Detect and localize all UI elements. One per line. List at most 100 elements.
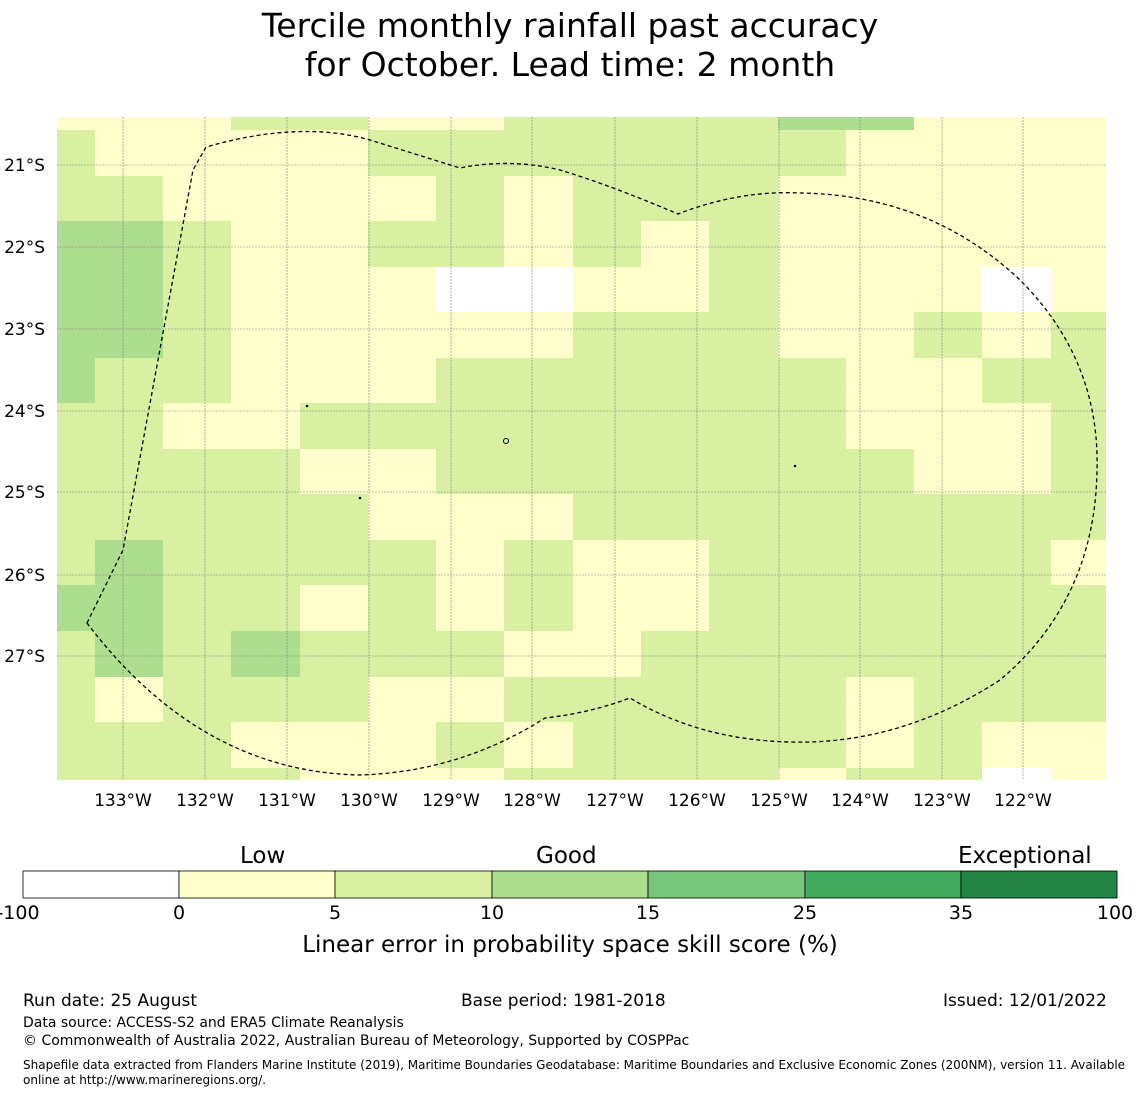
grid-cell [641, 312, 709, 358]
grid-cell [846, 403, 914, 449]
grid-cell [1051, 494, 1106, 540]
grid-cell [573, 722, 641, 768]
grid-cell [300, 631, 368, 677]
grid-cell [163, 221, 231, 267]
grid-cell [95, 768, 163, 780]
grid-cell [641, 267, 709, 312]
grid-cell [57, 130, 95, 176]
grid-cell [163, 403, 231, 449]
grid-cell [504, 130, 573, 176]
grid-cell [709, 677, 778, 722]
grid-cell [57, 312, 95, 358]
shapefile-credit: Shapefile data extracted from Flanders M… [23, 1058, 1126, 1087]
grid-cell [368, 312, 436, 358]
grid-cell [436, 631, 504, 677]
grid-cell [57, 358, 95, 403]
lon-label: 128°W [503, 791, 561, 811]
grid-cell [778, 631, 846, 677]
grid-cell [504, 312, 573, 358]
grid-cell [368, 358, 436, 403]
grid-cell [57, 267, 95, 312]
grid-cell [573, 176, 641, 221]
grid-cell [300, 722, 368, 768]
lat-label: 27°S [4, 647, 45, 667]
grid-cell [914, 631, 982, 677]
grid-cell [300, 585, 368, 631]
grid-cell [641, 358, 709, 403]
grid-cell [846, 449, 914, 494]
grid-cell [982, 117, 1051, 130]
colorbar-segment [960, 870, 1118, 899]
lon-label: 133°W [94, 791, 152, 811]
grid-cell [300, 130, 368, 176]
grid-cell [641, 540, 709, 585]
island-marker [358, 496, 362, 500]
grid-cell [846, 358, 914, 403]
grid-cell [778, 403, 846, 449]
grid-cell [573, 358, 641, 403]
grid-cell [163, 585, 231, 631]
grid-cell [436, 722, 504, 768]
grid-cell [231, 540, 300, 585]
category-exceptional: Exceptional [958, 843, 1092, 869]
grid-cell [1051, 540, 1106, 585]
grid-cell [436, 403, 504, 449]
colorbar-tick: -100 [0, 902, 40, 924]
grid-cell [1051, 403, 1106, 449]
grid-cell [368, 130, 436, 176]
grid-cell [231, 176, 300, 221]
grid-cell [709, 117, 778, 130]
longitude-labels: 133°W 132°W 131°W 130°W 129°W 128°W 127°W 126°W… [94, 791, 1052, 811]
grid-cell [982, 176, 1051, 221]
grid-cell [778, 267, 846, 312]
grid-cell [436, 130, 504, 176]
grid-cell [1051, 677, 1106, 722]
grid-cell [95, 117, 163, 130]
grid-cell [57, 176, 95, 221]
grid-cell [982, 540, 1051, 585]
grid-cell [778, 117, 846, 130]
colorbar-tick: 35 [948, 902, 974, 924]
colorbar-tick: 10 [479, 902, 505, 924]
grid-cell [95, 221, 163, 267]
grid-cell [368, 585, 436, 631]
grid-cell [504, 494, 573, 540]
grid-cell [368, 631, 436, 677]
lat-label: 21°S [4, 156, 45, 176]
grid-cell [163, 176, 231, 221]
grid-cell [504, 540, 573, 585]
grid-cell [57, 449, 95, 494]
grid-cell [982, 722, 1051, 768]
grid-cell [641, 130, 709, 176]
lon-label: 129°W [422, 791, 480, 811]
grid-cell [1051, 768, 1106, 780]
grid-cell [436, 312, 504, 358]
grid-cell [709, 585, 778, 631]
grid-cell [436, 494, 504, 540]
grid-cell [573, 403, 641, 449]
colorbar-tick: 15 [635, 902, 661, 924]
lat-label: 24°S [4, 402, 45, 422]
grid-cell [57, 403, 95, 449]
grid-cell [436, 677, 504, 722]
grid-cell [163, 540, 231, 585]
grid-cell [778, 130, 846, 176]
grid-cell [846, 312, 914, 358]
grid-cell [778, 221, 846, 267]
grid-cell [982, 267, 1051, 312]
grid-cell [982, 677, 1051, 722]
grid-cell [1051, 267, 1106, 312]
grid-cell [95, 540, 163, 585]
colorbar [22, 870, 1118, 899]
grid-cell [436, 358, 504, 403]
lon-label: 132°W [176, 791, 234, 811]
grid-cell [709, 403, 778, 449]
grid-cell [231, 117, 300, 130]
grid-cell [368, 768, 436, 780]
grid-cell [709, 768, 778, 780]
lon-label: 131°W [258, 791, 316, 811]
grid-cell [914, 677, 982, 722]
grid-cell [504, 221, 573, 267]
grid-cell [231, 403, 300, 449]
grid-cell [778, 585, 846, 631]
